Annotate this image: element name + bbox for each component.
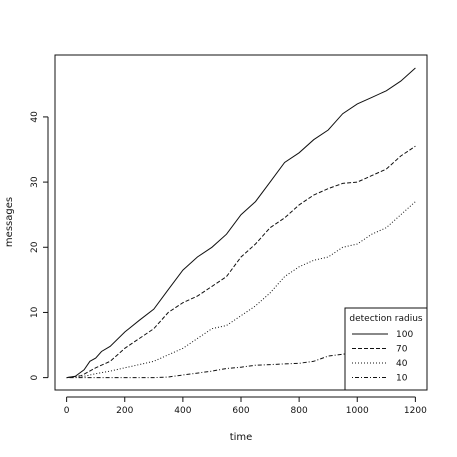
legend-label-10: 10: [396, 374, 408, 384]
y-tick-label: 30: [30, 176, 40, 188]
x-tick-label: 600: [232, 406, 249, 416]
series-line-100: [66, 67, 416, 379]
series-line-40: [66, 201, 416, 379]
x-tick-label: 400: [174, 406, 191, 416]
legend-label-70: 70: [396, 345, 408, 355]
y-tick-label: 20: [30, 241, 40, 253]
x-tick-label: 1200: [404, 406, 427, 416]
plot-frame: [54, 54, 428, 391]
legend-label-100: 100: [396, 330, 413, 340]
series-line-70: [66, 145, 416, 379]
x-tick-label: 800: [291, 406, 308, 416]
legend-label-40: 40: [396, 359, 408, 369]
x-tick-label: 0: [64, 406, 70, 416]
legend-title: detection radius: [349, 314, 422, 324]
x-axis: 0 200 400 600 800 1000 1200: [64, 396, 427, 416]
y-axis-label: messages: [4, 197, 15, 247]
y-tick-label: 40: [30, 111, 40, 123]
x-tick-label: 200: [116, 406, 133, 416]
legend: detection radius 100 70 40 10: [344, 307, 428, 391]
y-tick-label: 0: [30, 374, 40, 380]
y-axis: 0 10 20 30 40: [30, 111, 49, 380]
x-axis-label: time: [230, 432, 253, 443]
x-tick-label: 1000: [346, 406, 369, 416]
y-tick-label: 10: [30, 306, 40, 318]
